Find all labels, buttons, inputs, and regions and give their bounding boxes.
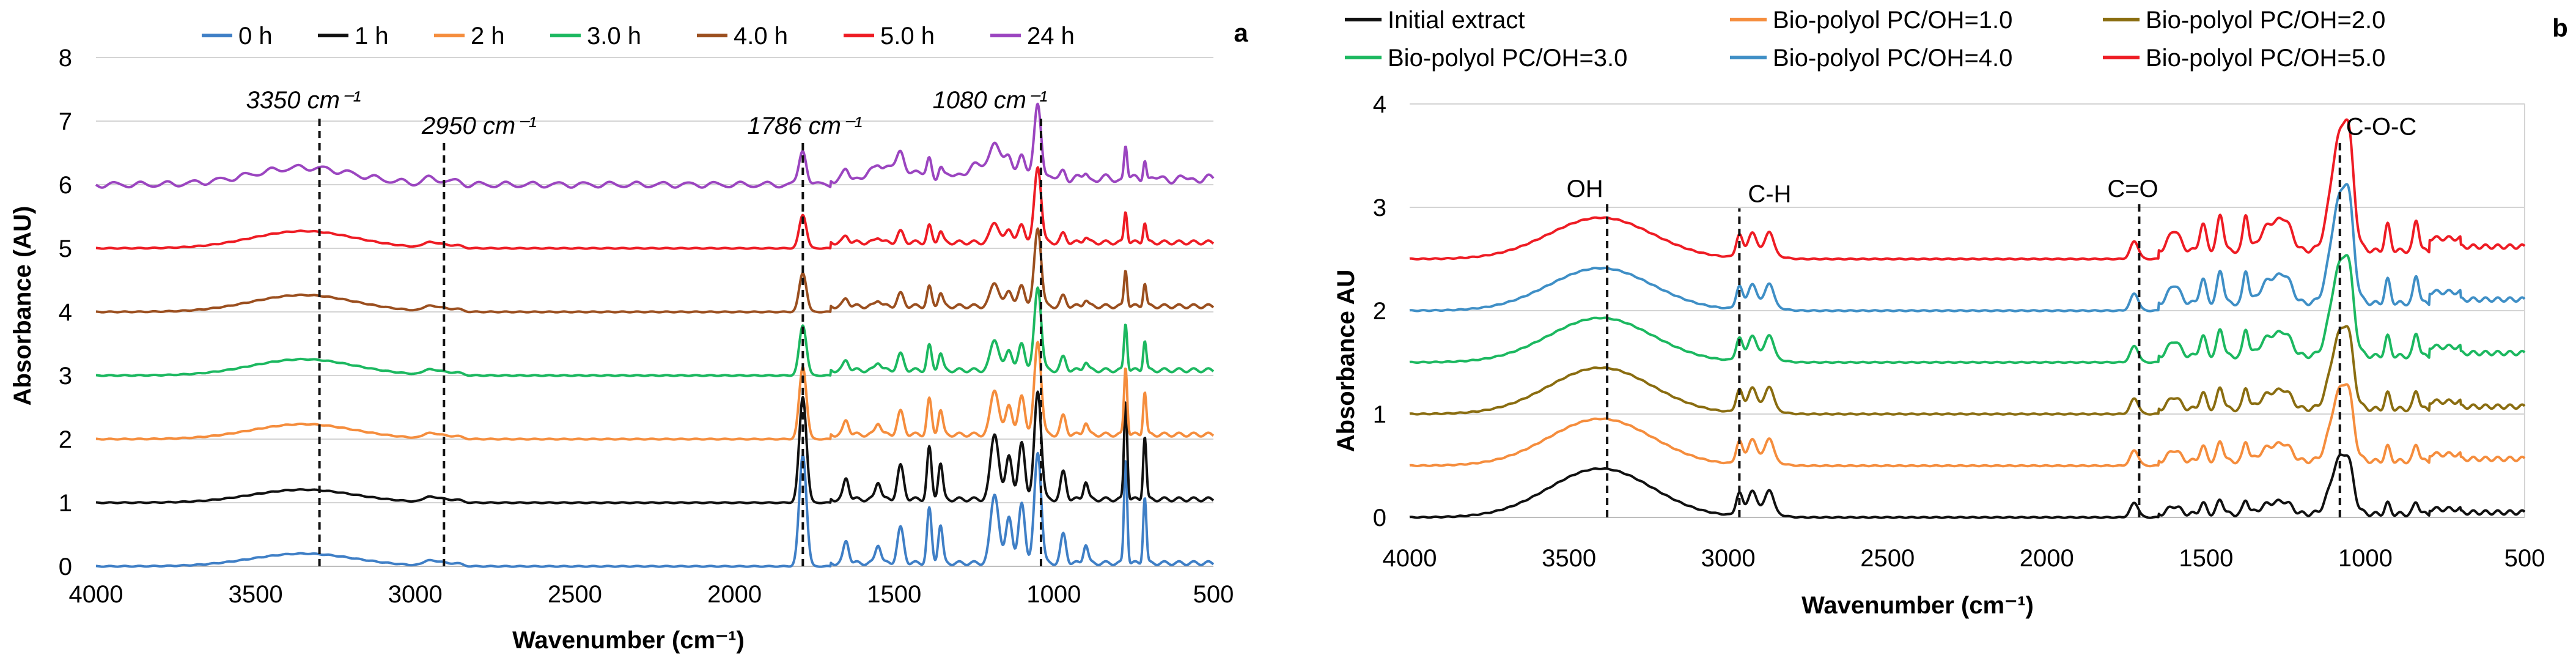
chart-a-y-tick-label: 7 [59,108,72,135]
chart-a-series-line-0-h [95,451,1215,568]
chart-a-x-tick-label: 3500 [229,581,283,608]
chart-b-x-tick-label: 2500 [1860,545,1915,572]
chart-b-legend-label: Bio-polyol PC/OH=1.0 [1773,7,2012,34]
chart-a: 3350 cm⁻¹ 2950 cm⁻¹ 1786 cm⁻¹ 1080 cm⁻¹ 0 1 2… [9,18,1248,654]
chart-a-panel-label: a [1234,18,1248,47]
chart-b-x-axis-title: Wavenumber (cm⁻¹) [1801,592,2034,619]
chart-a-annotation-label: 2950 cm⁻¹ [421,113,537,139]
chart-b-series-line-bio-polyol-pc-oh-3-0 [1409,254,2526,364]
chart-b-y-tick-label: 1 [1373,401,1386,428]
chart-a-x-tick-label: 2000 [707,581,762,608]
chart-a-y-tick-label: 4 [59,299,72,326]
chart-a-y-tick-label: 3 [59,363,72,390]
chart-a-legend-label: 2 h [471,23,505,50]
chart-b-x-tick-label: 500 [2504,545,2545,572]
chart-a-annotations: 3350 cm⁻¹ 2950 cm⁻¹ 1786 cm⁻¹ 1080 cm⁻¹ [246,87,1047,566]
chart-b-y-tick-label: 3 [1373,194,1386,221]
chart-a-y-tick-label: 6 [59,172,72,199]
chart-a-series-group [95,102,1215,568]
chart-a-y-tick-label: 2 [59,426,72,453]
chart-a-x-tick-label: 4000 [69,581,123,608]
chart-b-y-tick-labels: 0 1 2 3 4 [1373,91,1386,531]
chart-b-annotation-label: OH [1567,176,1603,202]
chart-a-series-line-3-0-h [95,286,1215,377]
chart-a-legend-label: 24 h [1027,23,1075,50]
chart-b-y-tick-label: 0 [1373,505,1386,531]
chart-b-x-tick-label: 4000 [1383,545,1437,572]
chart-a-legend-label: 0 h [238,23,273,50]
chart-a-y-tick-label: 1 [59,490,72,517]
chart-b-annotation-label: C-H [1748,181,1791,208]
chart-a-legend-label: 5.0 h [880,23,935,50]
chart-a-y-tick-label: 0 [59,553,72,580]
chart-b-x-tick-label: 2000 [2020,545,2074,572]
chart-a-series-line-1-h [95,390,1215,505]
chart-a-series-line-5-0-h [95,166,1215,250]
chart-a-x-tick-label: 3000 [388,581,443,608]
chart-a-legend: 0 h 1 h 2 h 3.0 h 4.0 h 5.0 h 24 h [202,23,1075,50]
chart-a-x-axis-title: Wavenumber (cm⁻¹) [512,627,745,654]
chart-a-y-tick-label: 5 [59,235,72,262]
chart-a-annotation-label: 1080 cm⁻¹ [932,87,1047,114]
chart-b-legend-label: Bio-polyol PC/OH=3.0 [1388,45,1627,72]
chart-b-annotation-label: C-O-C [2346,114,2417,141]
chart-a-x-tick-label: 1000 [1026,581,1081,608]
chart-a-legend-label: 4.0 h [734,23,788,50]
chart-a-x-tick-label: 2500 [548,581,602,608]
chart-a-series-line-24-h [95,102,1215,189]
chart-a-x-tick-label: 500 [1193,581,1234,608]
chart-a-y-tick-label: 8 [59,45,72,72]
chart-b-y-axis-title: Absorbance AU [1333,270,1360,453]
chart-a-legend-label: 1 h [355,23,389,50]
chart-b-x-tick-label: 1000 [2338,545,2393,572]
chart-b-x-tick-label: 3500 [1542,545,1596,572]
chart-b-x-tick-labels: 4000 3500 3000 2500 2000 1500 1000 500 [1383,545,2545,572]
chart-a-annotation-label: 1786 cm⁻¹ [748,113,863,139]
chart-a-series-line-4-0-h [95,227,1215,314]
chart-b-legend-label: Bio-polyol PC/OH=4.0 [1773,45,2012,72]
chart-b-series-line-bio-polyol-pc-oh-5-0 [1409,118,2526,261]
chart-b-legend-label: Initial extract [1388,7,1525,34]
chart-b-x-tick-label: 3000 [1701,545,1756,572]
chart-a-x-tick-labels: 4000 3500 3000 2500 2000 1500 1000 500 [69,581,1234,608]
chart-b-legend-label: Bio-polyol PC/OH=2.0 [2146,7,2385,34]
chart-b-legend-label: Bio-polyol PC/OH=5.0 [2146,45,2385,72]
chart-b-series-line-bio-polyol-pc-oh-4-0 [1409,183,2526,313]
chart-b-panel-label: b [2552,13,2568,42]
chart-b-y-tick-label: 2 [1373,298,1386,325]
chart-a-y-tick-labels: 0 1 2 3 4 5 6 7 8 [59,45,72,580]
chart-b-y-tick-label: 4 [1373,91,1386,118]
chart-a-series-line-2-h [95,341,1215,441]
chart-a-x-tick-label: 1500 [867,581,921,608]
chart-b-x-tick-label: 1500 [2179,545,2233,572]
chart-b-annotation-label: C=O [2107,176,2158,202]
chart-a-y-axis-title: Absorbance (AU) [9,206,36,406]
chart-b-legend: Initial extract Bio-polyol PC/OH=1.0 Bio-p… [1345,7,2385,72]
chart-b: OH C-H C=O C-O-C 0 1 2 3 4 4000 3500 3000 2500 2000… [1333,7,2568,619]
chart-a-legend-label: 3.0 h [587,23,641,50]
chart-b-annotations: OH C-H C=O C-O-C [1567,114,2417,517]
chart-b-series-line-initial-extract [1409,453,2526,519]
chart-a-annotation-label: 3350 cm⁻¹ [246,87,361,114]
